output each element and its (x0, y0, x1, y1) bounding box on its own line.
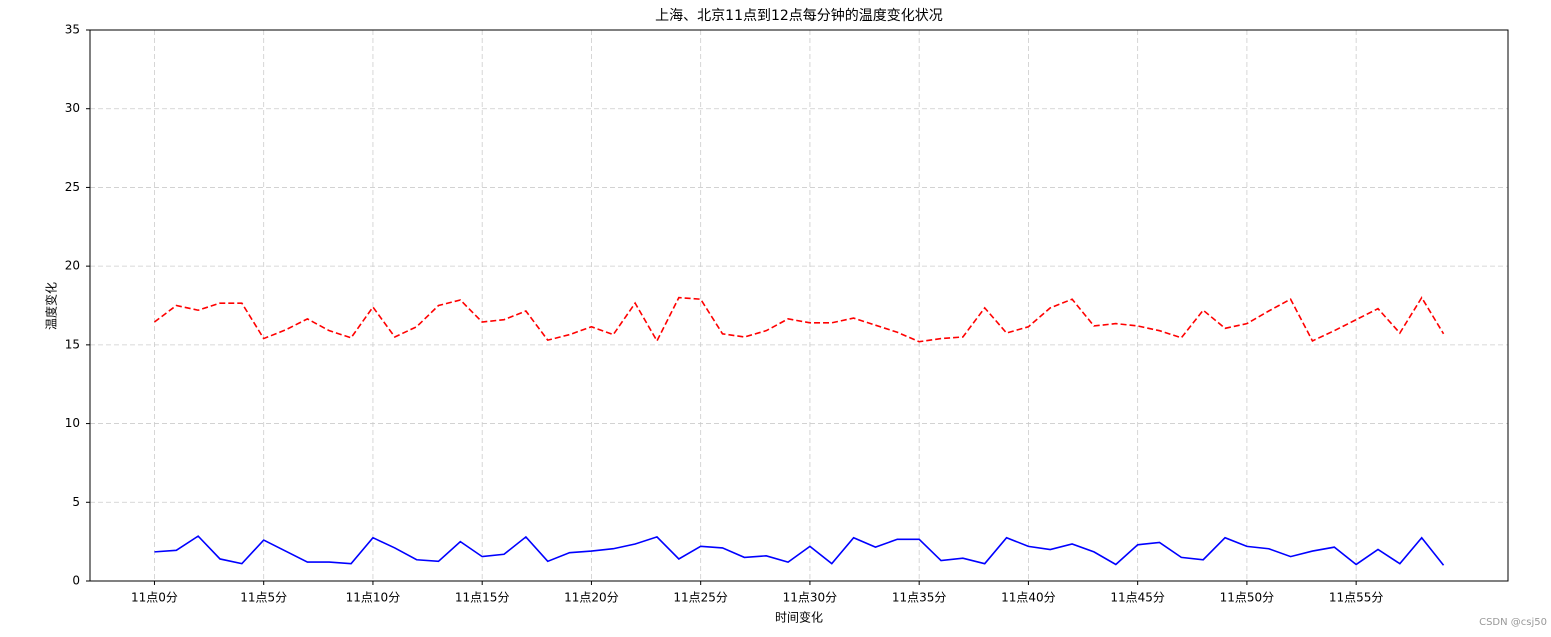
x-tick-label: 11点50分 (1220, 591, 1275, 605)
y-tick-label: 35 (65, 23, 80, 37)
y-tick-label: 10 (65, 416, 80, 430)
y-tick-label: 20 (65, 259, 80, 273)
y-axis-label: 温度变化 (44, 282, 59, 330)
x-tick-label: 11点30分 (783, 591, 838, 605)
plot-frame (89, 29, 1509, 582)
x-tick-label: 11点15分 (455, 591, 510, 605)
chart-title: 上海、北京11点到12点每分钟的温度变化状况 (655, 7, 943, 24)
x-tick-label: 11点45分 (1110, 591, 1165, 605)
line (153, 296, 1445, 343)
y-tick-label: 25 (65, 180, 80, 194)
y-tick-label: 0 (72, 574, 80, 588)
x-tick-label: 11点40分 (1001, 591, 1056, 605)
x-tick-label: 11点5分 (240, 591, 287, 605)
x-tick-label: 11点0分 (131, 591, 178, 605)
x-tick-label: 11点25分 (673, 591, 728, 605)
y-tick-label: 5 (72, 495, 80, 509)
x-axis-label: 时间变化 (775, 610, 823, 625)
line (154, 535, 1445, 566)
x-tick-label: 11点10分 (346, 591, 401, 605)
x-tick-label: 11点20分 (564, 591, 619, 605)
y-tick-label: 15 (65, 337, 80, 351)
x-tick-label: 11点35分 (892, 591, 947, 605)
watermark: CSDN @csj50 (1479, 617, 1547, 628)
y-tick-label: 30 (65, 101, 80, 115)
x-tick-label: 11点55分 (1329, 591, 1384, 605)
